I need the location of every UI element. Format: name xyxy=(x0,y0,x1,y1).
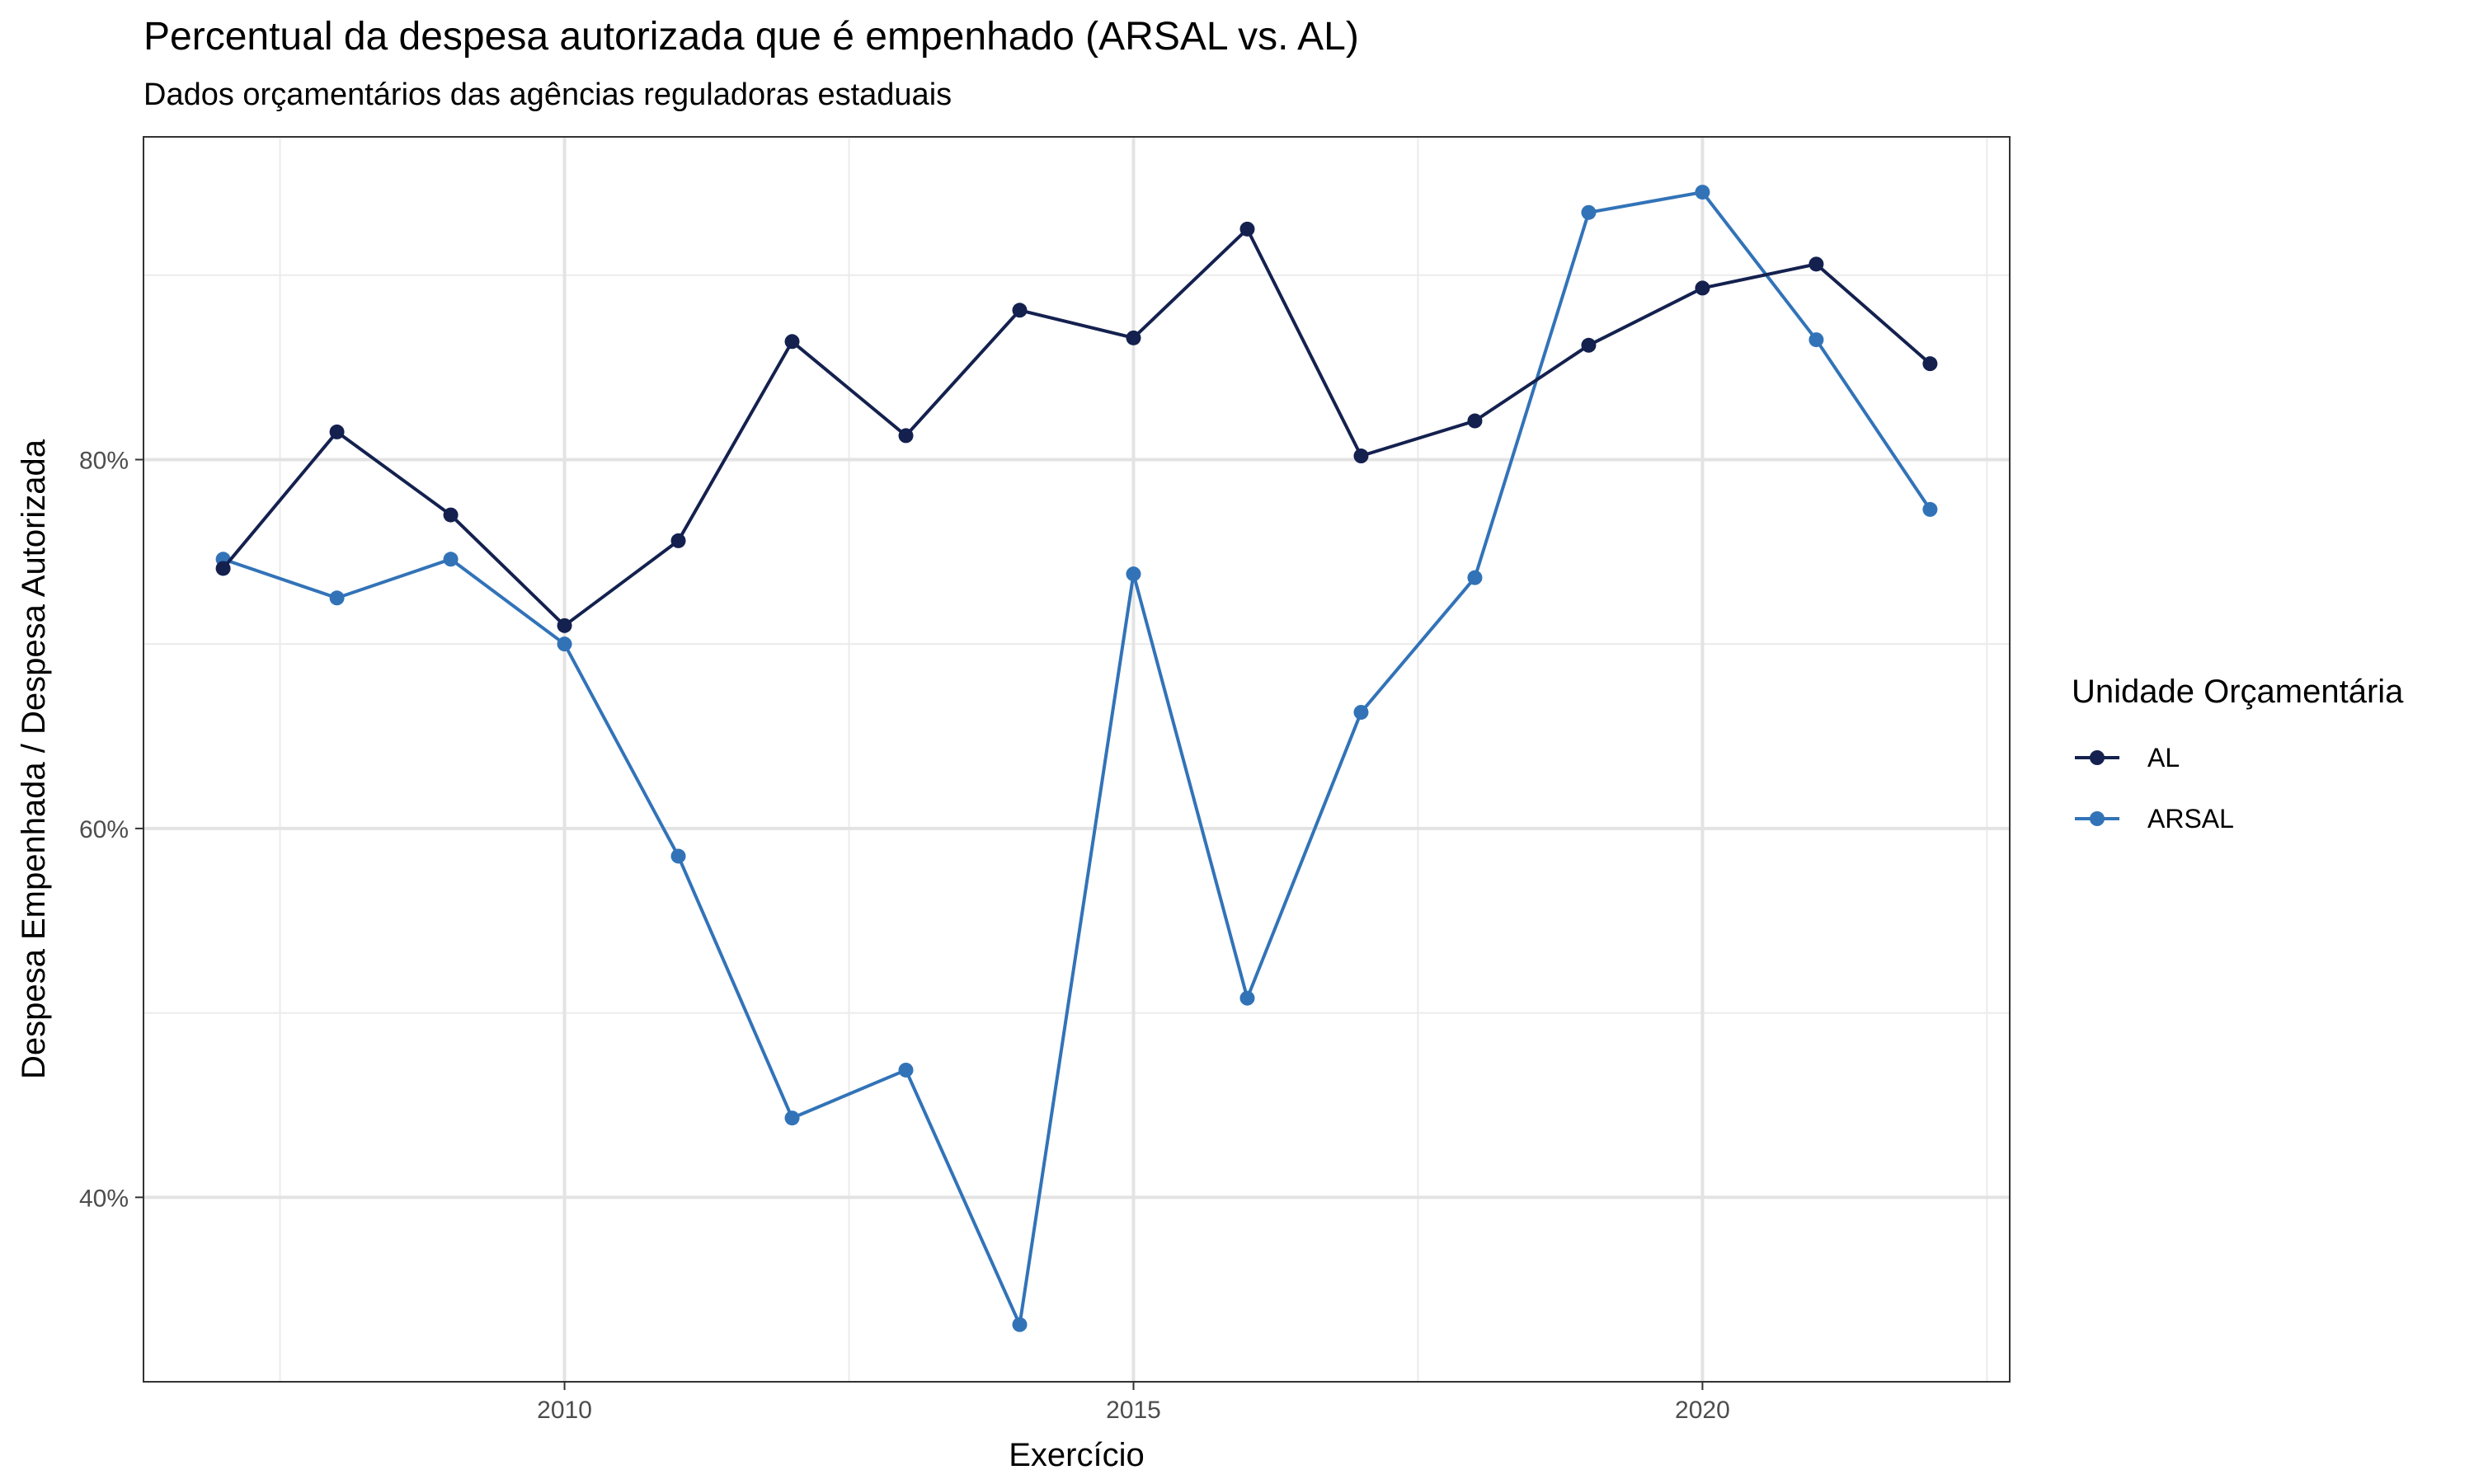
grid-lines xyxy=(143,137,2010,1383)
data-point xyxy=(1012,1317,1028,1332)
series-line xyxy=(222,227,1931,627)
x-tick-label: 2015 xyxy=(1106,1397,1161,1424)
legend-title: Unidade Orçamentária xyxy=(2072,674,2404,710)
data-point xyxy=(329,424,345,439)
data-point xyxy=(1695,185,1710,200)
legend-key-point xyxy=(2090,811,2105,826)
chart-title: Percentual da despesa autorizada que é e… xyxy=(143,15,1359,59)
data-point xyxy=(557,618,572,633)
data-point xyxy=(1012,303,1028,318)
data-point xyxy=(898,1062,914,1078)
data-point xyxy=(670,533,686,548)
chart-subtitle: Dados orçamentários das agências regulad… xyxy=(143,77,952,112)
legend-label: AL xyxy=(2147,743,2180,773)
data-point xyxy=(557,636,572,652)
data-point xyxy=(1126,566,1141,582)
legend-item-arsal: ARSAL xyxy=(2075,804,2234,834)
y-axis: 40% 60% 80% xyxy=(79,447,143,1212)
data-point xyxy=(1922,501,1938,517)
data-point xyxy=(1126,330,1141,345)
data-point xyxy=(784,1111,800,1126)
y-tick-label: 60% xyxy=(79,816,129,843)
data-point xyxy=(1353,704,1369,720)
data-point xyxy=(670,848,686,864)
data-point xyxy=(1581,337,1597,353)
data-point xyxy=(1467,413,1483,429)
data-point xyxy=(1695,280,1710,296)
data-point xyxy=(1353,448,1369,464)
x-tick-label: 2010 xyxy=(537,1397,592,1424)
plot-panel-border xyxy=(143,136,2011,1383)
data-point xyxy=(443,507,459,523)
data-point xyxy=(1581,204,1597,220)
legend-item-al: AL xyxy=(2075,743,2180,773)
data-point xyxy=(898,428,914,444)
data-point xyxy=(329,590,345,606)
legend-key-point xyxy=(2090,750,2105,765)
x-axis: 2010 2015 2020 xyxy=(537,1382,1730,1424)
x-axis-title: Exercício xyxy=(1009,1437,1145,1473)
y-axis-title: Despesa Empenhada / Despesa Autorizada xyxy=(16,439,52,1079)
data-point xyxy=(784,334,800,350)
data-point xyxy=(1922,356,1938,372)
legend: Unidade Orçamentária AL ARSAL xyxy=(2072,674,2404,834)
data-point xyxy=(215,561,231,576)
legend-label: ARSAL xyxy=(2147,804,2234,834)
series-line xyxy=(222,190,1932,1327)
data-point xyxy=(1808,332,1824,348)
y-tick-label: 80% xyxy=(79,447,129,474)
data-point xyxy=(1239,990,1255,1006)
data-point xyxy=(443,552,459,567)
data-point xyxy=(1808,256,1824,272)
data-point xyxy=(1467,570,1483,585)
y-tick-label: 40% xyxy=(79,1185,129,1212)
series-arsal xyxy=(215,185,1938,1332)
series-layer xyxy=(215,185,1938,1332)
series-al xyxy=(215,221,1938,633)
x-tick-label: 2020 xyxy=(1675,1397,1730,1424)
data-point xyxy=(1239,221,1255,237)
